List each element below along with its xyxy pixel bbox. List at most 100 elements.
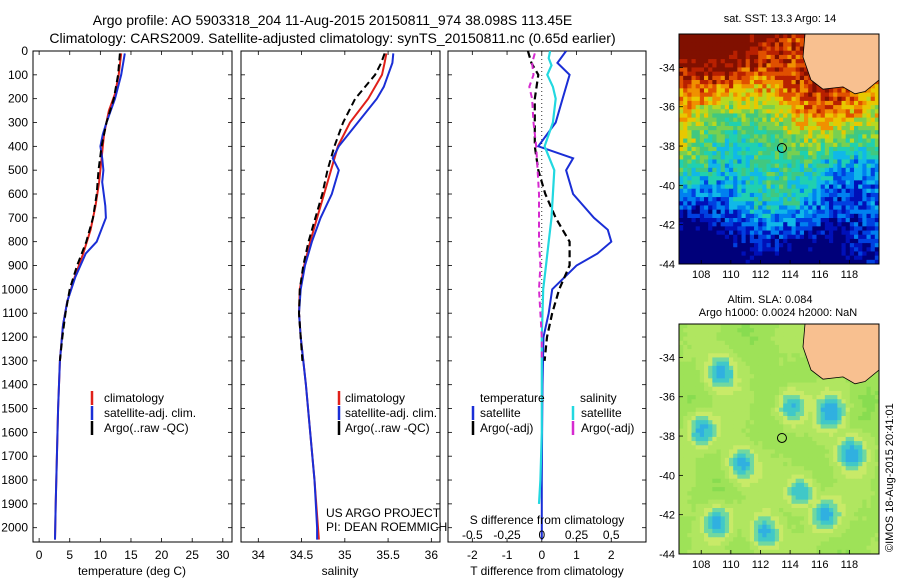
map-cell xyxy=(733,238,738,244)
map-cell xyxy=(820,499,826,505)
map-cell xyxy=(745,151,751,156)
map-cell xyxy=(724,424,730,430)
map-cell xyxy=(837,399,843,405)
map-cell xyxy=(862,222,868,227)
map-cell xyxy=(741,466,747,471)
map-cell xyxy=(849,470,855,476)
map-cell xyxy=(774,449,780,455)
map-cell xyxy=(783,411,788,417)
map-cell xyxy=(845,466,851,471)
map-cell xyxy=(795,96,801,102)
map-cell xyxy=(687,151,693,156)
map-cell xyxy=(699,365,705,371)
map-cell xyxy=(774,71,780,77)
map-cell xyxy=(845,188,851,194)
map-cell xyxy=(849,255,855,261)
map-cell xyxy=(837,238,843,244)
map-cell xyxy=(770,395,776,400)
map-cell xyxy=(716,67,722,73)
map-cell xyxy=(779,445,784,451)
map-cell xyxy=(716,197,722,202)
map-cell xyxy=(695,399,701,405)
map-cell xyxy=(683,499,688,505)
map-cell xyxy=(712,80,718,85)
map-cell xyxy=(754,105,759,110)
map-cell xyxy=(733,88,738,94)
map-cell xyxy=(874,436,879,442)
map-cell xyxy=(858,495,863,501)
map-cell xyxy=(858,155,863,161)
map-cell xyxy=(691,75,697,81)
map-cell xyxy=(858,238,863,244)
map-cell xyxy=(695,395,701,400)
map-cell xyxy=(708,365,713,371)
map-cell xyxy=(820,180,826,186)
depth-tick-label: 1600 xyxy=(1,425,28,439)
map-cell xyxy=(754,134,759,140)
legend-label-satellite: satellite-adj. clim. xyxy=(345,406,437,420)
map-cell xyxy=(854,445,859,451)
map-cell xyxy=(741,209,747,215)
map-cell xyxy=(833,188,838,194)
map-cell xyxy=(704,390,709,396)
map-cell xyxy=(704,462,709,467)
map-cell xyxy=(849,474,855,480)
map-cell xyxy=(795,59,801,64)
map-cell xyxy=(766,176,772,181)
map-cell xyxy=(866,259,872,264)
map-cell xyxy=(816,238,822,244)
map-cell xyxy=(716,184,722,190)
map-cell xyxy=(679,126,684,131)
map-cell xyxy=(812,117,818,123)
map-cell xyxy=(691,336,697,342)
map-cell xyxy=(733,407,738,413)
map-cell xyxy=(833,382,838,388)
map-cell xyxy=(699,411,705,417)
map-cell xyxy=(679,209,684,215)
map-cell xyxy=(774,361,780,367)
map-cell xyxy=(745,59,751,64)
map-cell xyxy=(795,67,801,73)
depth-tick-label: 1300 xyxy=(1,354,28,368)
map-cell xyxy=(699,328,705,333)
map-cell xyxy=(704,407,709,413)
map-cell xyxy=(708,370,713,375)
map-cell xyxy=(712,230,718,236)
map-cell xyxy=(841,218,847,223)
map-cell xyxy=(870,457,876,463)
map-cell xyxy=(708,332,713,338)
map-cell xyxy=(779,499,784,505)
map-cell xyxy=(779,167,784,173)
map-cell xyxy=(791,449,797,455)
map-cell xyxy=(858,130,863,135)
map-cell xyxy=(833,411,838,417)
map-cell xyxy=(791,226,797,232)
map-cell xyxy=(762,344,768,350)
map-cell xyxy=(699,34,705,39)
map-cell xyxy=(691,188,697,194)
map-cell xyxy=(766,478,772,484)
map-cell xyxy=(804,416,809,421)
map-cell xyxy=(799,251,805,257)
map-cell xyxy=(874,205,879,211)
map-cell xyxy=(866,247,872,253)
map-cell xyxy=(804,126,809,131)
map-cell xyxy=(737,416,743,421)
map-cell xyxy=(854,230,859,236)
map-cell xyxy=(687,113,693,119)
map-cell xyxy=(733,96,738,102)
map-cell xyxy=(704,209,709,215)
map-cell xyxy=(795,184,801,190)
map-cell xyxy=(787,167,793,173)
map-cell xyxy=(783,470,788,476)
map-cell xyxy=(741,167,747,173)
map-cell xyxy=(704,218,709,223)
map-cell xyxy=(783,349,788,354)
map-cell xyxy=(695,234,701,240)
map-cell xyxy=(737,344,743,350)
map-cell xyxy=(849,184,855,190)
map-cell xyxy=(824,92,830,98)
map-cell xyxy=(708,205,713,211)
map-cell xyxy=(699,205,705,211)
map-cell xyxy=(787,478,793,484)
